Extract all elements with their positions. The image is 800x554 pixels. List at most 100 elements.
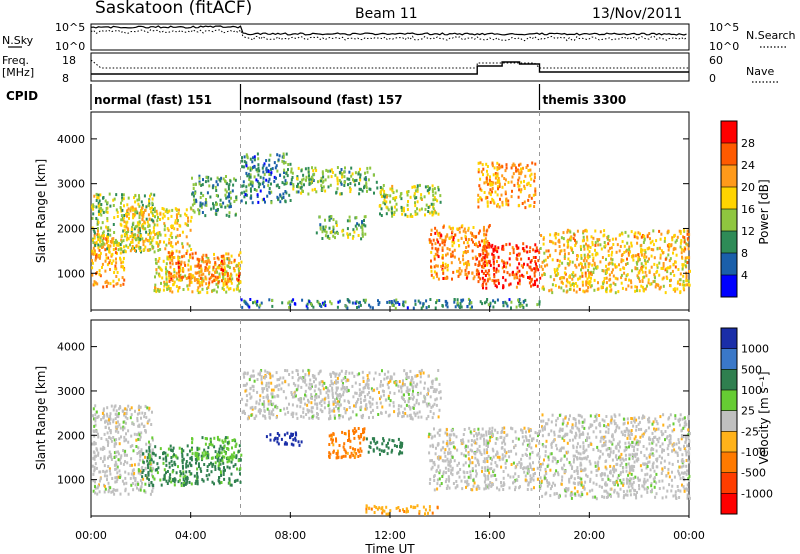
- heatmap-cell: [493, 275, 496, 279]
- heatmap-cell: [395, 202, 398, 206]
- heatmap-cell: [327, 396, 330, 400]
- heatmap-cell: [256, 303, 259, 307]
- heatmap-cell: [201, 211, 204, 214]
- heatmap-cell: [167, 251, 170, 255]
- heatmap-cell: [344, 409, 347, 413]
- heatmap-cell: [667, 248, 670, 252]
- heatmap-cell: [583, 290, 586, 294]
- heatmap-cell: [142, 248, 145, 252]
- heatmap-cell: [317, 372, 320, 376]
- heatmap-cell: [574, 244, 577, 247]
- heatmap-cell: [409, 396, 412, 400]
- heatmap-cell: [144, 404, 147, 408]
- heatmap-cell: [139, 472, 142, 476]
- heatmap-cell: [415, 385, 418, 389]
- heatmap-cell: [636, 267, 639, 271]
- heatmap-cell: [201, 258, 204, 261]
- heatmap-cell: [489, 192, 492, 196]
- heatmap-cell: [234, 463, 237, 467]
- heatmap-cell: [93, 451, 96, 455]
- heatmap-cell: [202, 454, 205, 458]
- heatmap-cell: [262, 170, 265, 174]
- heatmap-cell: [111, 490, 114, 494]
- heatmap-cell: [122, 282, 125, 286]
- heatmap-cell: [573, 233, 576, 237]
- heatmap-cell: [364, 298, 367, 302]
- heatmap-cell: [225, 196, 228, 200]
- heatmap-cell: [114, 463, 117, 467]
- heatmap-cell: [139, 229, 141, 233]
- heatmap-cell: [143, 194, 146, 198]
- heatmap-cell: [521, 273, 524, 277]
- heatmap-cell: [127, 196, 130, 200]
- heatmap-cell: [465, 266, 468, 270]
- heatmap-cell: [249, 157, 252, 161]
- heatmap-cell: [393, 372, 396, 376]
- heatmap-cell: [406, 386, 409, 390]
- heatmap-cell: [218, 178, 221, 182]
- heatmap-cell: [394, 306, 397, 310]
- heatmap-cell: [437, 240, 440, 244]
- heatmap-cell: [304, 402, 307, 406]
- heatmap-cell: [261, 198, 264, 202]
- heatmap-cell: [656, 265, 659, 269]
- heatmap-cell: [395, 383, 398, 387]
- heatmap-cell: [124, 407, 127, 411]
- heatmap-cell: [610, 288, 613, 292]
- heatmap-cell: [140, 431, 143, 435]
- heatmap-cell: [171, 470, 174, 474]
- heatmap-cell: [503, 426, 506, 430]
- heatmap-cell: [494, 300, 497, 304]
- heatmap-cell: [238, 267, 241, 270]
- heatmap-cell: [118, 407, 121, 411]
- heatmap-cell: [588, 283, 591, 286]
- heatmap-cell: [185, 252, 188, 255]
- heatmap-cell: [151, 211, 154, 215]
- heatmap-cell: [149, 466, 152, 470]
- heatmap-cell: [507, 203, 510, 207]
- heatmap-cell: [151, 206, 153, 210]
- heatmap-cell: [101, 448, 104, 451]
- heatmap-cell: [198, 209, 201, 213]
- heatmap-cell: [135, 209, 138, 213]
- heatmap-cell: [139, 479, 142, 483]
- heatmap-cell: [256, 193, 259, 197]
- heatmap-cell: [527, 181, 530, 185]
- heatmap-cell: [99, 251, 102, 255]
- heatmap-cell: [632, 254, 635, 258]
- heatmap-cell: [453, 300, 456, 304]
- heatmap-cell: [270, 182, 272, 186]
- heatmap-cell: [125, 481, 128, 485]
- heatmap-cell: [194, 251, 197, 255]
- heatmap-cell: [571, 277, 574, 281]
- heatmap-cell: [483, 191, 486, 194]
- heatmap-cell: [540, 234, 543, 237]
- heatmap-cell: [666, 270, 669, 274]
- heatmap-cell: [469, 231, 472, 235]
- heatmap-cell: [469, 476, 472, 480]
- heatmap-cell: [491, 162, 494, 166]
- heatmap-cell: [181, 447, 183, 451]
- heatmap-cell: [112, 488, 115, 491]
- heatmap-cell: [194, 454, 197, 458]
- heatmap-cell: [628, 250, 631, 254]
- heatmap-cell: [240, 260, 243, 264]
- heatmap-cell: [279, 408, 282, 412]
- heatmap-cell: [634, 289, 637, 293]
- heatmap-cell: [138, 451, 140, 454]
- heatmap-cell: [294, 394, 297, 398]
- heatmap-cell: [109, 244, 112, 248]
- heatmap-region: [123, 206, 193, 254]
- heatmap-cell: [337, 409, 340, 413]
- heatmap-cell: [379, 397, 381, 401]
- heatmap-cell: [581, 274, 584, 278]
- heatmap-cell: [586, 247, 589, 251]
- heatmap-cell: [150, 192, 153, 196]
- heatmap-cell: [580, 268, 582, 272]
- heatmap-cell: [166, 288, 169, 291]
- heatmap-cell: [276, 153, 279, 157]
- heatmap-cell: [432, 205, 435, 209]
- heatmap-cell: [223, 259, 226, 263]
- heatmap-cell: [388, 300, 391, 304]
- heatmap-cell: [122, 256, 125, 260]
